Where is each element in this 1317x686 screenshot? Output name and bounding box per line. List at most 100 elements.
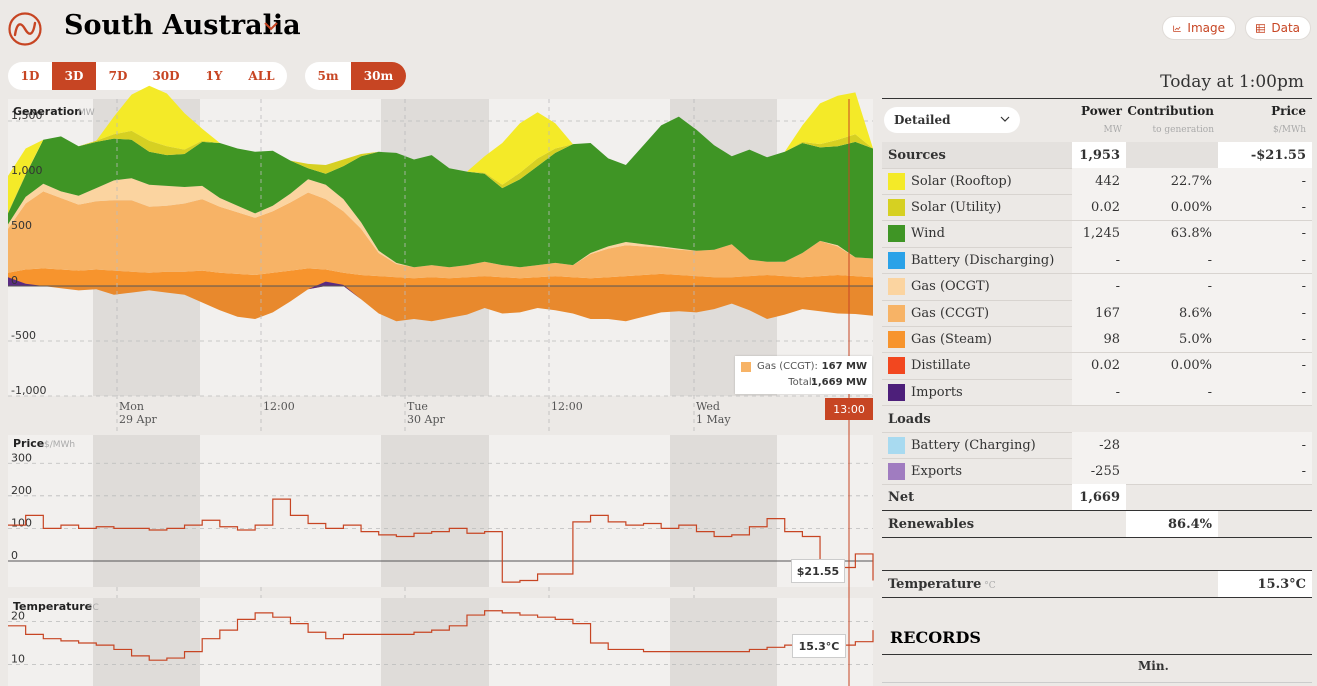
row-c2-value [1126, 458, 1218, 485]
row-c2-value: - [1126, 247, 1218, 274]
price-title: Price [13, 437, 44, 450]
x-tick-sublabel: 1 May [696, 413, 731, 426]
row-label: Sources [888, 147, 946, 163]
row-c3-value: - [1218, 458, 1312, 485]
row-c3-value [1218, 511, 1312, 537]
temperature-row-unit: °C [981, 580, 996, 591]
chevron-down-icon[interactable] [262, 18, 280, 34]
power-unit: MW [1103, 125, 1122, 135]
temperature-title: Temperature [13, 600, 92, 613]
row-label: Renewables [888, 516, 975, 532]
range-1y[interactable]: 1Y [205, 69, 223, 83]
price-flag: $21.55 [791, 559, 845, 583]
source-row-gas-steam-[interactable]: Gas (Steam) 98 5.0% - [882, 326, 1312, 354]
image-button-label: Image [1187, 21, 1225, 35]
source-row-gas-ocgt-[interactable]: Gas (OCGT) - - - [882, 273, 1312, 301]
tooltip-total: 1,669 MW [810, 377, 867, 388]
row-c2-value: 63.8% [1126, 220, 1218, 247]
row-c1-value: 1,953 [1072, 142, 1126, 168]
tooltip-total-label: Total: [788, 377, 815, 388]
range-3d[interactable]: 3D [52, 62, 96, 90]
x-tick-label: Tue [407, 400, 428, 413]
row-c2-value: 5.0% [1126, 326, 1218, 353]
temperature-row-label: Temperature [888, 576, 982, 592]
row-label: Battery (Discharging) [911, 252, 1055, 268]
source-row-distillate[interactable]: Distillate 0.02 0.00% - [882, 352, 1312, 380]
price-col-unit: $/MWh [1272, 125, 1306, 135]
row-c2-value [1126, 142, 1218, 168]
row-c1-value: 98 [1072, 326, 1126, 353]
night-band [381, 598, 489, 686]
color-swatch [888, 172, 905, 190]
interval-5m[interactable]: 5m [317, 69, 339, 83]
row-c3-value [1218, 406, 1312, 432]
generation-unit: MW [78, 108, 95, 118]
logo-icon[interactable] [8, 12, 42, 46]
row-c2-value [1126, 406, 1218, 432]
net-row: Net 1,669 [882, 484, 1312, 511]
time-label: Today at 1:00pm [1160, 72, 1304, 92]
load-row-battery-charging-[interactable]: Battery (Charging) -28 - [882, 432, 1312, 459]
image-button[interactable]: Image [1162, 16, 1236, 40]
temperature-line [8, 610, 874, 661]
row-c3-value: - [1218, 220, 1312, 247]
x-tick-label: 12:00 [551, 400, 583, 413]
area-wind [8, 116, 873, 268]
source-row-solar-rooftop-[interactable]: Solar (Rooftop) 442 22.7% - [882, 168, 1312, 195]
gen-y-tick-label: 0 [11, 274, 18, 287]
source-row-imports[interactable]: Imports - - - [882, 379, 1312, 407]
y-tick-label: 100 [11, 516, 32, 529]
row-c1-value: 442 [1072, 168, 1126, 194]
charts-area[interactable]: 1,500 1,000 500 0 -500 -1,000 Generation MW M… [0, 0, 876, 686]
contribution-header: Contribution [1127, 104, 1214, 118]
row-label: Solar (Rooftop) [911, 173, 1012, 189]
row-label: Distillate [911, 358, 971, 374]
color-swatch [888, 330, 905, 348]
row-c3-value: 15.3°C [1218, 571, 1312, 597]
tooltip-series: Gas (CCGT): [757, 361, 818, 372]
row-c1-value: - [1072, 273, 1126, 300]
interval-30m[interactable]: 30m [351, 62, 406, 90]
x-tick-label: Wed [696, 400, 720, 413]
range-all[interactable]: ALL [248, 69, 275, 83]
row-c1-value: -255 [1072, 458, 1126, 485]
view-dropdown-label: Detailed [894, 113, 951, 127]
row-c1-value [1072, 511, 1126, 537]
row-c2-value [1126, 571, 1218, 597]
temperature-flag: 15.3°C [792, 634, 846, 658]
data-button-label: Data [1271, 21, 1300, 35]
row-label: Gas (Steam) [911, 331, 992, 347]
loads-row: Loads [882, 406, 1312, 433]
night-band [670, 435, 777, 587]
y-tick-label: 20 [11, 610, 25, 623]
records-border [882, 654, 1312, 655]
color-swatch [888, 278, 905, 296]
source-row-gas-ccgt-[interactable]: Gas (CCGT) 167 8.6% - [882, 300, 1312, 327]
row-c1-value [1072, 406, 1126, 432]
view-dropdown[interactable]: Detailed [884, 107, 1020, 133]
range-30d[interactable]: 30D [152, 69, 180, 83]
data-table: Sources 1,953 -$21.55 Solar (Rooftop) 442 22.… [882, 98, 1312, 618]
source-row-wind[interactable]: Wind 1,245 63.8% - [882, 220, 1312, 248]
load-row-exports[interactable]: Exports -255 - [882, 458, 1312, 486]
row-c1-value: 167 [1072, 300, 1126, 326]
color-swatch [888, 225, 905, 243]
table-icon [1256, 23, 1266, 33]
records-title: RECORDS [890, 628, 981, 647]
row-c1-value: - [1072, 247, 1126, 274]
data-button[interactable]: Data [1245, 16, 1311, 40]
source-row-solar-utility-[interactable]: Solar (Utility) 0.02 0.00% - [882, 194, 1312, 222]
y-tick-label: 200 [11, 484, 32, 497]
range-7d[interactable]: 7D [108, 69, 128, 83]
range-1d[interactable]: 1D [20, 69, 40, 83]
color-swatch [888, 383, 905, 401]
cursor-time-label: 13:00 [833, 403, 865, 416]
row-label: Solar (Utility) [911, 199, 1002, 215]
row-c1-value: 0.02 [1072, 352, 1126, 379]
area-exports [8, 286, 873, 322]
source-row-battery-discharging-[interactable]: Battery (Discharging) - - - [882, 247, 1312, 275]
region-title[interactable]: South Australia [64, 10, 301, 41]
power-header: Power [1081, 104, 1122, 118]
contribution-unit: to generation [1152, 125, 1214, 135]
renewables-row: Renewables 86.4% [882, 511, 1312, 538]
